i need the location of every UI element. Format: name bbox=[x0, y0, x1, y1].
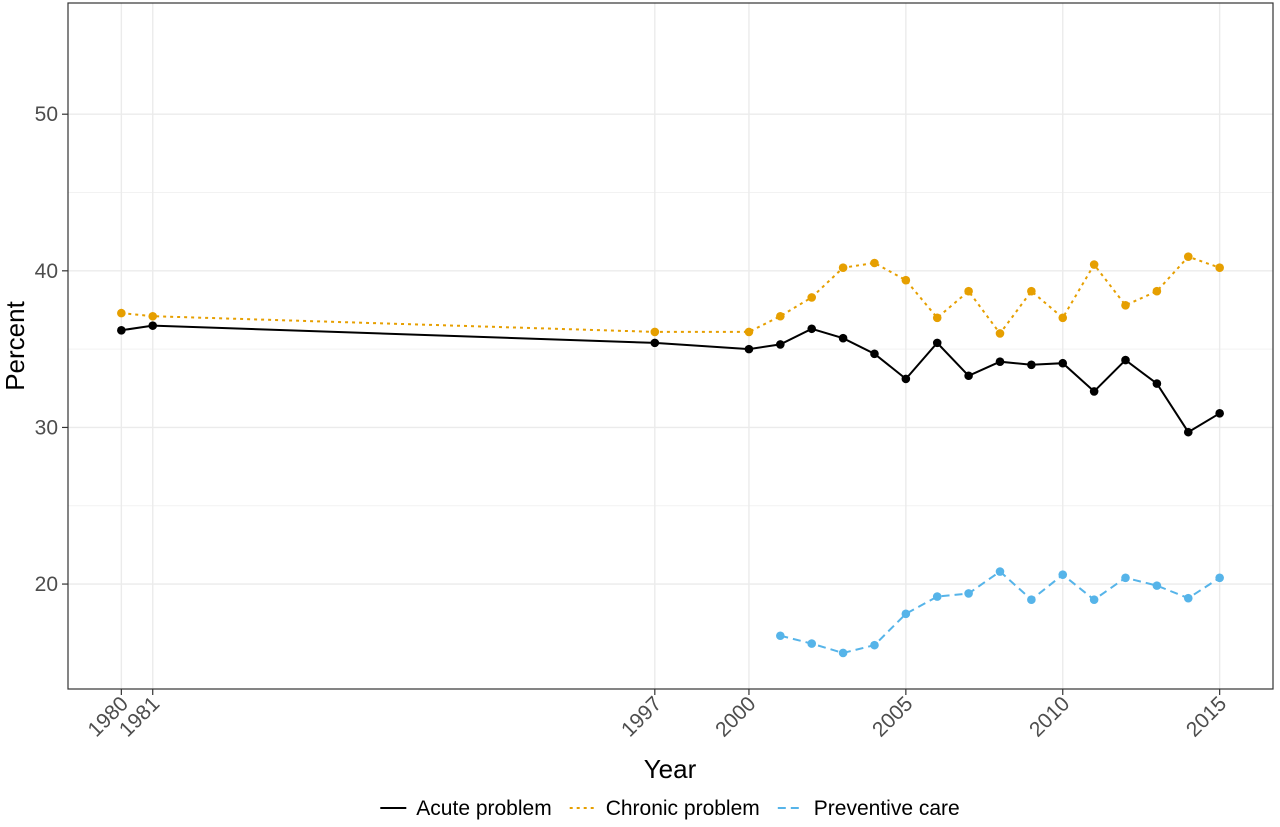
grid-lines bbox=[68, 3, 1273, 689]
series-1 bbox=[117, 252, 1224, 338]
data-point bbox=[870, 258, 879, 268]
data-point bbox=[1027, 595, 1036, 605]
data-point bbox=[1121, 355, 1130, 365]
data-point bbox=[1152, 379, 1162, 388]
data-point bbox=[964, 286, 973, 296]
data-point bbox=[744, 327, 754, 337]
data-point bbox=[807, 639, 817, 648]
data-point bbox=[117, 326, 126, 335]
data-point bbox=[901, 275, 911, 285]
data-point bbox=[1183, 593, 1193, 603]
data-point bbox=[964, 589, 973, 598]
legend-label: Chronic problem bbox=[606, 797, 760, 820]
data-point bbox=[995, 567, 1005, 576]
plot-panel-border bbox=[67, 2, 1274, 690]
data-point bbox=[1027, 360, 1036, 370]
data-point bbox=[807, 324, 817, 334]
data-point bbox=[117, 308, 126, 318]
data-point bbox=[995, 357, 1005, 366]
data-point bbox=[744, 344, 754, 354]
data-point bbox=[776, 631, 785, 641]
data-point bbox=[1121, 573, 1130, 583]
data-point bbox=[901, 609, 911, 619]
x-axis-title: Year bbox=[644, 754, 697, 784]
data-point bbox=[901, 374, 911, 384]
series-layer bbox=[117, 252, 1224, 658]
data-point bbox=[148, 311, 158, 321]
data-point bbox=[650, 338, 660, 348]
data-point bbox=[1183, 427, 1193, 437]
data-point bbox=[932, 338, 942, 348]
data-point bbox=[1089, 387, 1099, 396]
data-point bbox=[1058, 313, 1068, 323]
data-point bbox=[1089, 595, 1099, 605]
y-axis: 20 30 40 50 bbox=[35, 103, 68, 596]
y-tick-label: 50 bbox=[35, 103, 58, 126]
data-point bbox=[1152, 581, 1162, 590]
data-point bbox=[1152, 286, 1162, 296]
x-tick-label: 2010 bbox=[1025, 692, 1074, 741]
data-point bbox=[838, 263, 848, 272]
legend-label: Preventive care bbox=[814, 797, 960, 820]
data-point bbox=[776, 311, 785, 321]
data-point bbox=[1215, 573, 1224, 583]
series-line bbox=[121, 324, 1221, 434]
y-axis-title: Percent bbox=[0, 300, 30, 390]
data-point bbox=[870, 640, 879, 650]
legend-label: Acute problem bbox=[416, 797, 551, 820]
data-point bbox=[776, 340, 785, 349]
data-point bbox=[870, 349, 879, 359]
legend: Acute problem Chronic problem Preventive c… bbox=[380, 797, 960, 820]
data-point bbox=[932, 313, 942, 323]
data-point bbox=[838, 333, 848, 343]
data-point bbox=[1058, 570, 1068, 579]
data-point bbox=[650, 327, 660, 337]
data-point bbox=[1183, 252, 1193, 262]
x-tick-label: 1997 bbox=[617, 692, 666, 741]
y-tick-label: 40 bbox=[35, 260, 58, 283]
y-tick-label: 30 bbox=[35, 416, 58, 439]
data-point bbox=[1215, 409, 1224, 418]
data-point bbox=[148, 321, 158, 330]
legend-item-2: Preventive care bbox=[777, 797, 960, 820]
x-tick-label: 2015 bbox=[1182, 692, 1231, 741]
series-2 bbox=[776, 567, 1224, 658]
data-point bbox=[964, 371, 973, 381]
x-tick-label: 2000 bbox=[711, 692, 760, 741]
data-point bbox=[932, 592, 942, 601]
data-point bbox=[1058, 358, 1068, 368]
data-point bbox=[1121, 300, 1130, 310]
data-point bbox=[807, 293, 817, 302]
x-tick-label: 2005 bbox=[868, 692, 917, 741]
data-point bbox=[838, 648, 848, 658]
series-line bbox=[121, 255, 1221, 336]
series-0 bbox=[117, 321, 1224, 437]
data-point bbox=[1027, 286, 1036, 296]
data-point bbox=[1215, 263, 1224, 272]
legend-item-1: Chronic problem bbox=[569, 797, 760, 820]
data-point bbox=[995, 329, 1005, 338]
data-point bbox=[1089, 260, 1099, 269]
legend-item-0: Acute problem bbox=[380, 797, 552, 820]
y-tick-label: 20 bbox=[35, 573, 58, 596]
